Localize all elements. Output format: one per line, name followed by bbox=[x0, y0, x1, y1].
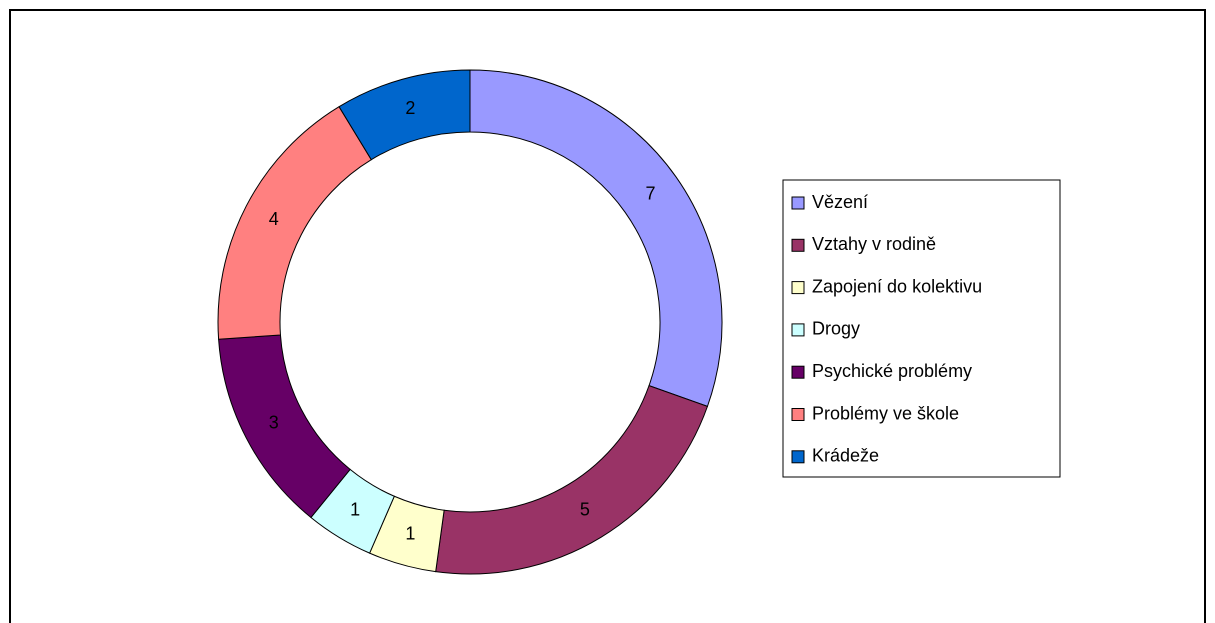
legend-swatch bbox=[791, 408, 805, 421]
legend-label: Krádeže bbox=[812, 446, 879, 466]
data-label: 5 bbox=[580, 500, 590, 520]
legend-swatch bbox=[791, 450, 805, 464]
legend-label: Psychické problémy bbox=[812, 361, 972, 381]
legend-swatch bbox=[791, 196, 805, 210]
legend-swatch bbox=[791, 281, 805, 295]
legend-label: Vězení bbox=[812, 192, 868, 212]
legend-label: Vztahy v rodině bbox=[812, 234, 936, 254]
data-label: 2 bbox=[405, 98, 415, 118]
legend-label: Zapojení do kolektivu bbox=[812, 276, 982, 296]
legend-label: Problémy ve škole bbox=[812, 403, 959, 423]
legend-swatch bbox=[791, 323, 805, 337]
data-label: 1 bbox=[350, 500, 360, 520]
legend-box bbox=[782, 179, 1061, 478]
data-label: 3 bbox=[269, 412, 279, 432]
data-label: 7 bbox=[646, 183, 656, 203]
data-label: 1 bbox=[405, 524, 415, 544]
legend-swatch bbox=[791, 365, 805, 379]
donut-segment bbox=[338, 69, 471, 161]
legend-label: Drogy bbox=[812, 319, 860, 339]
donut-segment bbox=[469, 69, 723, 408]
legend-swatch bbox=[791, 238, 805, 252]
data-label: 4 bbox=[269, 209, 279, 229]
